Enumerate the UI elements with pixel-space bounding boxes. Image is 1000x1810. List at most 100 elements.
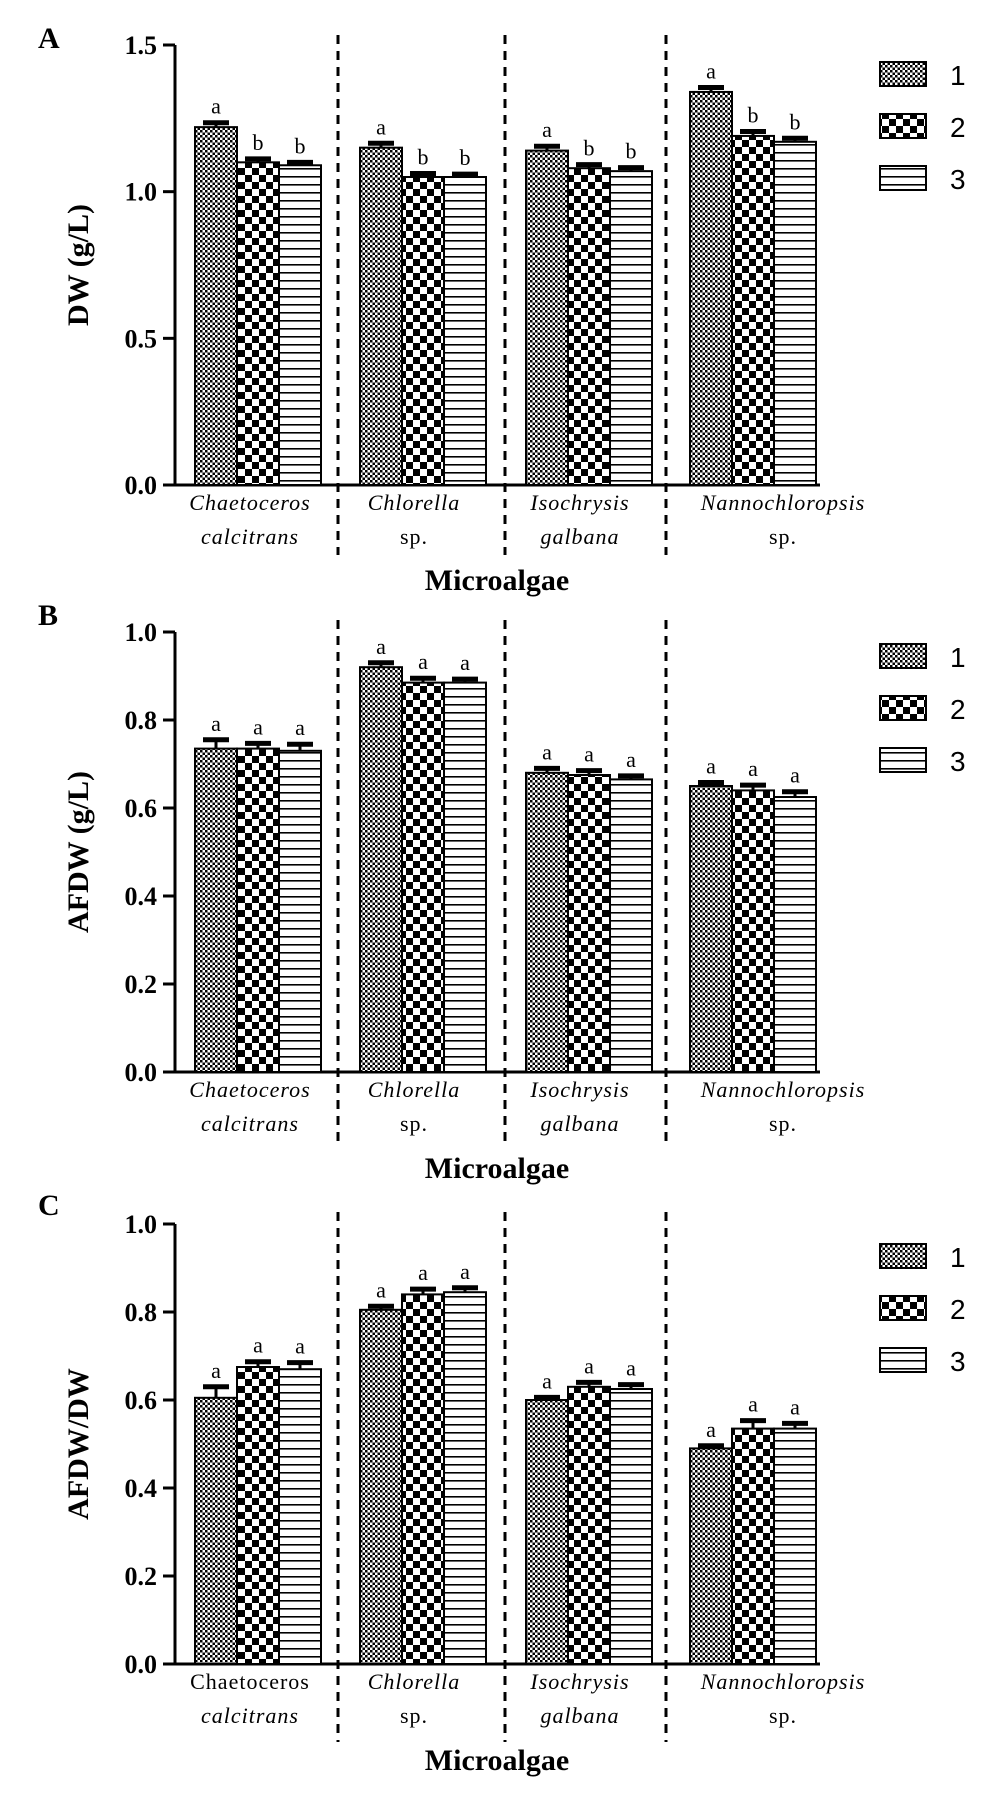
category-label: sp.: [769, 1111, 797, 1136]
significance-letter: a: [790, 763, 800, 788]
significance-letter: a: [295, 1334, 305, 1359]
category-label: calcitrans: [201, 524, 299, 549]
category-label: Isochrysis: [529, 1077, 629, 1102]
significance-letter: a: [584, 1353, 594, 1378]
category-label: Chlorella: [368, 1077, 461, 1102]
significance-letter: b: [418, 144, 429, 169]
significance-letter: b: [748, 103, 759, 128]
significance-letter: a: [542, 739, 552, 764]
bar: [401, 1293, 445, 1666]
significance-letter: a: [211, 94, 221, 119]
legend-label: 1: [950, 1242, 966, 1273]
significance-letter: a: [253, 714, 263, 739]
significance-letter: a: [295, 715, 305, 740]
y-tick-label: 1.0: [125, 618, 158, 647]
significance-letter: a: [542, 1368, 552, 1393]
bar: [278, 164, 322, 486]
significance-letter: a: [460, 650, 470, 675]
category-label: Chlorella: [368, 1669, 461, 1694]
y-tick-label: 0.6: [125, 1386, 158, 1415]
legend-swatch: [879, 695, 927, 721]
x-axis-title: Microalgae: [425, 564, 569, 597]
bar: [443, 681, 487, 1073]
y-tick-label: 1.0: [125, 1210, 158, 1239]
significance-letter: a: [376, 1277, 386, 1302]
category-label: Chaetoceros: [190, 1669, 310, 1694]
category-label: sp.: [400, 524, 428, 549]
legend-swatch: [879, 1295, 927, 1321]
category-label: calcitrans: [201, 1111, 299, 1136]
legend-swatch: [879, 1347, 927, 1373]
legend-swatch: [879, 643, 927, 669]
category-label: calcitrans: [201, 1703, 299, 1728]
significance-letter: b: [584, 136, 595, 161]
legend-swatch: [879, 165, 927, 191]
bar: [194, 747, 238, 1073]
bar: [401, 681, 445, 1073]
bar: [525, 149, 569, 486]
bar: [194, 126, 238, 486]
significance-letter: a: [253, 1333, 263, 1358]
significance-letter: a: [376, 634, 386, 659]
bar: [689, 1447, 733, 1666]
bar: [236, 747, 280, 1073]
bar: [731, 134, 775, 487]
category-label: Nannochloropsis: [700, 1077, 866, 1102]
category-label: galbana: [540, 524, 619, 549]
panel-c: C 0.0 0.2 0.4 0.6 0.8 1.0 AFDW/DW a a a a a a a a a a a a Ch…: [38, 1189, 966, 1777]
significance-letter: b: [460, 145, 471, 170]
significance-letter: a: [376, 114, 386, 139]
panel-letter: B: [38, 599, 58, 632]
significance-letter: a: [748, 1392, 758, 1417]
category-label: Chaetoceros: [189, 1077, 310, 1102]
bar: [773, 796, 817, 1073]
significance-letter: a: [626, 1356, 636, 1381]
bar: [278, 1368, 322, 1665]
panel-letter: A: [38, 22, 60, 55]
bar: [689, 785, 733, 1073]
y-tick-label: 1.5: [125, 31, 158, 60]
bar: [567, 167, 611, 486]
bar: [278, 749, 322, 1073]
bar: [443, 1291, 487, 1665]
legend-label: 1: [950, 60, 966, 91]
y-tick-label: 0.0: [125, 1058, 158, 1087]
bar: [689, 90, 733, 487]
bar: [609, 1388, 653, 1665]
y-tick-label: 0.6: [125, 794, 158, 823]
y-axis-title: DW (g/L): [62, 204, 95, 326]
category-label: sp.: [769, 524, 797, 549]
y-tick-label: 0.2: [125, 970, 158, 999]
bar: [194, 1396, 238, 1666]
significance-letter: b: [253, 130, 264, 155]
significance-letter: a: [706, 1417, 716, 1442]
legend-swatch: [879, 1243, 927, 1269]
x-axis-title: Microalgae: [425, 1152, 569, 1185]
bar: [609, 778, 653, 1074]
legend-label: 3: [950, 746, 966, 777]
category-label: Nannochloropsis: [700, 490, 866, 515]
y-tick-label: 0.2: [125, 1562, 158, 1591]
category-label: Isochrysis: [529, 1669, 629, 1694]
bar: [773, 1427, 817, 1665]
significance-letter: a: [706, 59, 716, 84]
bar: [359, 666, 403, 1073]
bar: [359, 1308, 403, 1666]
category-label: galbana: [540, 1111, 619, 1136]
legend: 1 2 3: [879, 642, 966, 777]
legend: 1 2 3: [879, 60, 966, 195]
category-label: galbana: [540, 1703, 619, 1728]
bar: [525, 1399, 569, 1665]
significance-letter: a: [460, 1259, 470, 1284]
category-label: Chlorella: [368, 490, 461, 515]
category-label: sp.: [400, 1703, 428, 1728]
bar: [525, 771, 569, 1073]
significance-letter: b: [626, 139, 637, 164]
legend-label: 3: [950, 1346, 966, 1377]
significance-letter: a: [626, 747, 636, 772]
panel-letter: C: [38, 1189, 60, 1222]
y-axis-title: AFDW (g/L): [62, 771, 95, 933]
y-tick-label: 1.0: [125, 178, 158, 207]
category-label: Isochrysis: [529, 490, 629, 515]
